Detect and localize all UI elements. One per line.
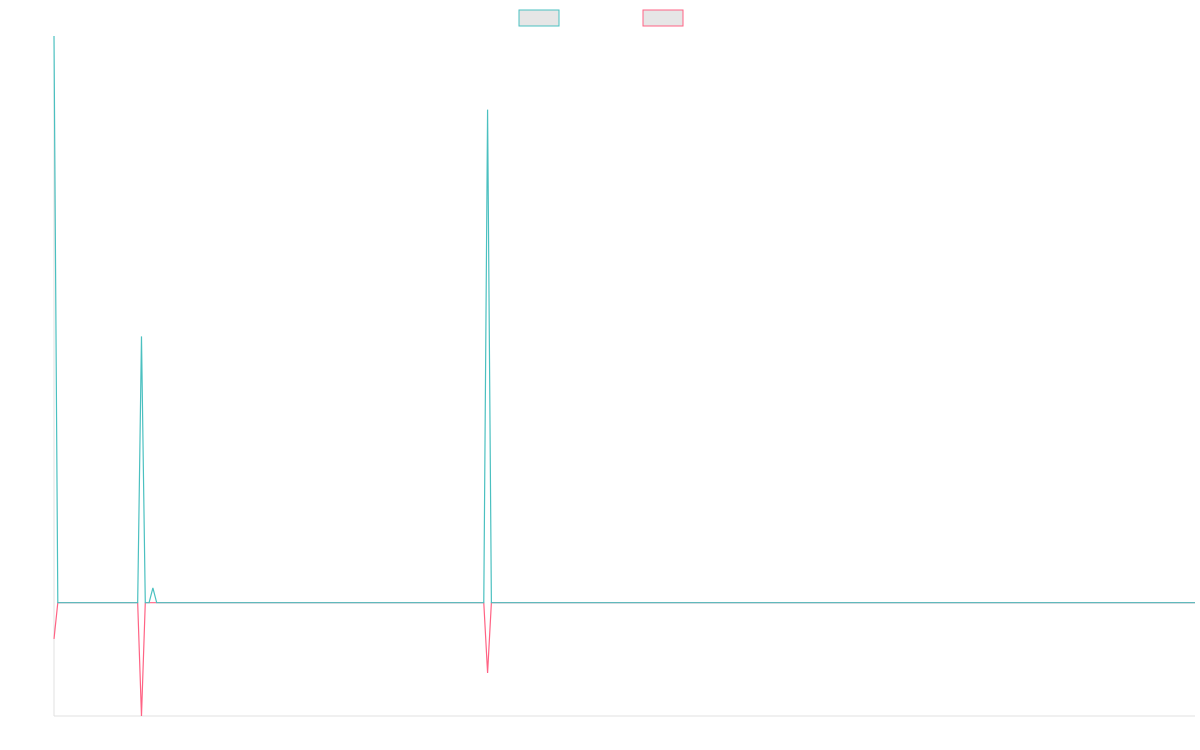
legend-swatch[interactable] xyxy=(518,9,560,27)
legend xyxy=(518,9,684,27)
series-line xyxy=(53,35,1195,604)
legend-swatch[interactable] xyxy=(642,9,684,27)
series-line xyxy=(53,602,1195,717)
